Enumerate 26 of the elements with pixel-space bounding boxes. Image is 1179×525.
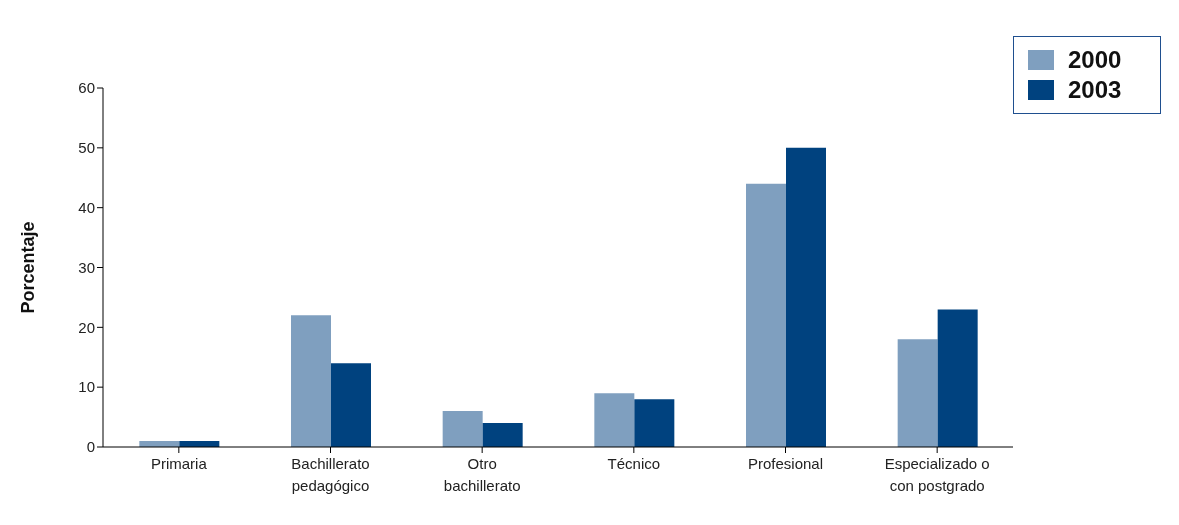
x-tick-label: Primaria <box>150 455 208 472</box>
bar <box>482 423 523 447</box>
legend-label: 2000 <box>1068 46 1122 74</box>
bar <box>291 315 331 447</box>
bar <box>937 309 978 447</box>
x-tick-label: Técnico <box>607 455 661 472</box>
y-tick-label: 30 <box>78 258 95 276</box>
x-tick-label: Bachillerato pedagógico <box>291 455 370 494</box>
y-axis-title: Porcentaje <box>18 221 39 314</box>
bar <box>897 339 938 447</box>
x-tick-label: Especializado o con postgrado <box>884 455 990 494</box>
y-tick-label: 0 <box>86 438 95 456</box>
y-tick-label: 10 <box>78 378 95 396</box>
y-tick-label: 20 <box>78 318 95 336</box>
bar <box>442 411 483 447</box>
x-tick-label: Otro bachillerato <box>443 455 521 494</box>
bar <box>331 363 371 447</box>
bar <box>786 147 826 447</box>
x-tick-label: Profesional <box>747 455 824 472</box>
bar <box>594 393 635 447</box>
bar <box>746 183 786 447</box>
legend-label: 2003 <box>1068 76 1122 104</box>
y-tick-label: 40 <box>78 198 95 216</box>
y-tick-label: 50 <box>78 139 95 157</box>
bar <box>634 399 675 447</box>
y-tick-label: 60 <box>78 79 95 97</box>
